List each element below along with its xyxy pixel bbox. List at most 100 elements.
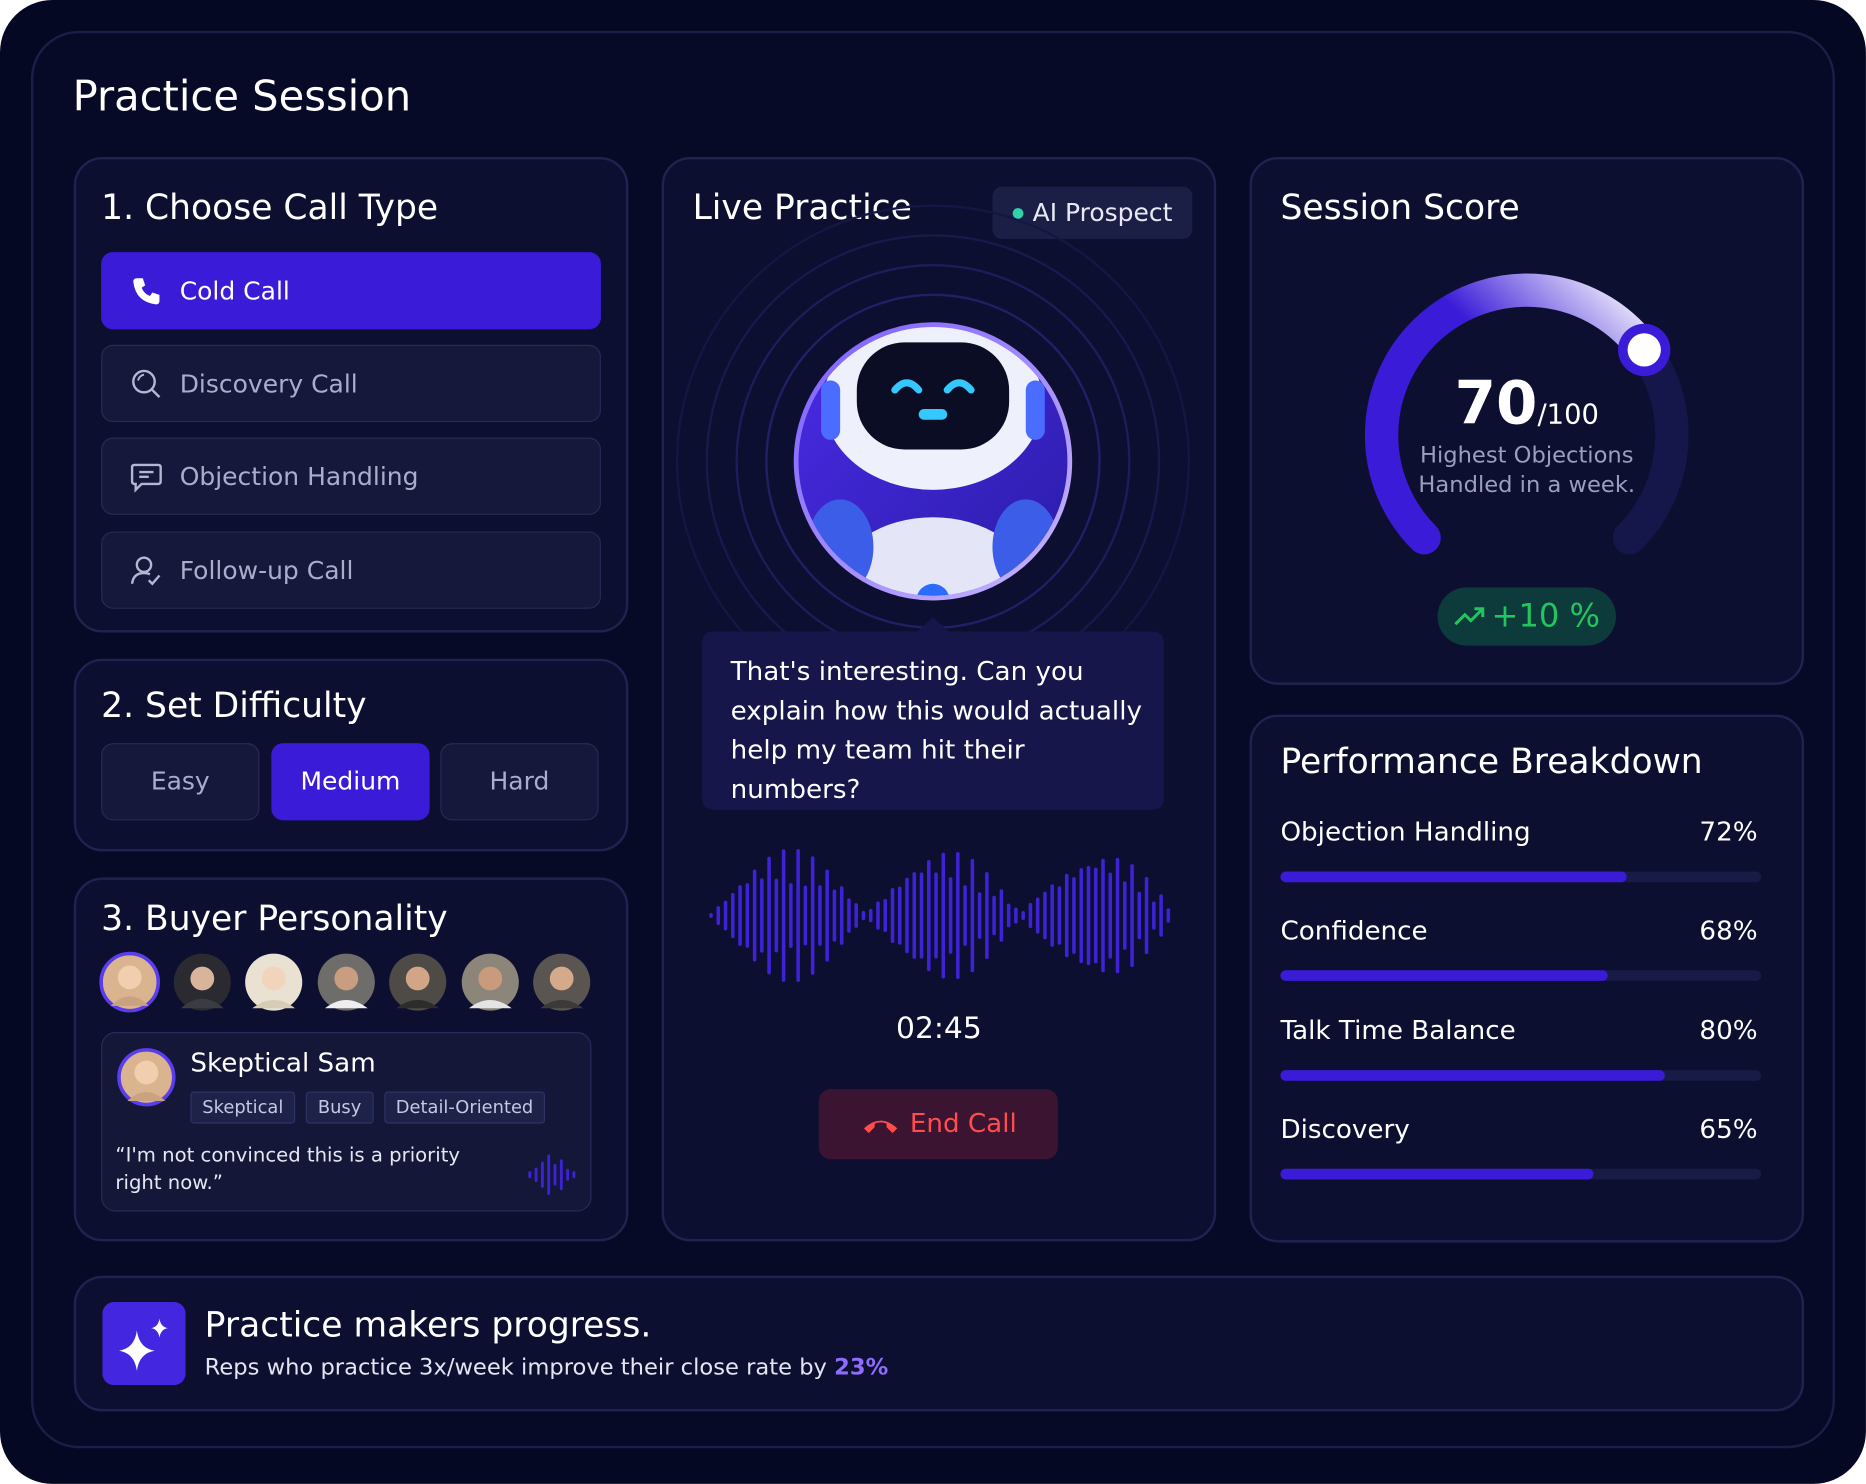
wave-bar xyxy=(572,1171,576,1179)
difficulty-option[interactable]: Easy xyxy=(101,743,260,821)
metric-label: Objection Handling xyxy=(1280,818,1531,848)
option-label: Objection Handling xyxy=(179,461,419,491)
wave-bar xyxy=(1064,873,1069,958)
wave-bar xyxy=(905,877,909,954)
wave-bar xyxy=(839,886,844,945)
option-label: Cold Call xyxy=(179,276,290,305)
wave-bar xyxy=(1152,901,1156,930)
wave-bar xyxy=(789,883,793,948)
wave-bar xyxy=(832,889,837,942)
wave-bar xyxy=(796,849,800,983)
wave-bar xyxy=(781,849,786,982)
wave-bar xyxy=(825,869,829,962)
wave-bar xyxy=(553,1164,557,1186)
wave-bar xyxy=(716,905,721,926)
card-title: 3. Buyer Personality xyxy=(101,897,448,939)
mini-waveform xyxy=(528,1154,576,1195)
option-icon xyxy=(133,277,160,304)
metric-label: Talk Time Balance xyxy=(1280,1016,1516,1046)
banner-text: Reps who practice 3x/week improve their … xyxy=(204,1354,827,1381)
wave-bar xyxy=(999,889,1004,942)
wave-bar xyxy=(760,878,764,953)
speech-bubble xyxy=(702,617,1164,810)
wave-bar xyxy=(876,901,880,930)
wave-bar xyxy=(934,872,938,959)
difficulty-option[interactable]: Medium xyxy=(271,743,430,821)
metric-bar xyxy=(1280,1069,1666,1081)
wave-bar xyxy=(1108,872,1113,959)
banner-text-row: Reps who practice 3x/week improve their … xyxy=(205,1354,889,1380)
wave-bar xyxy=(1006,903,1011,928)
call-timer: 02:45 xyxy=(896,1010,982,1046)
wave-bar xyxy=(890,887,895,944)
trend-icon xyxy=(1454,606,1485,625)
score-change: +10 % xyxy=(1437,587,1617,646)
persona-tag: Detail-Oriented xyxy=(383,1091,546,1124)
gauge-fill xyxy=(1364,273,1661,555)
wave-bar xyxy=(1123,881,1127,950)
wave-bar xyxy=(534,1167,538,1182)
wave-bar xyxy=(868,908,873,923)
banner-highlight: 23% xyxy=(834,1354,889,1381)
wave-bar xyxy=(1166,908,1171,923)
badge-text: AI Prospect xyxy=(1032,198,1173,228)
wave-bar xyxy=(566,1168,570,1181)
wave-bar xyxy=(970,858,975,973)
metric-value: 68% xyxy=(1699,917,1758,947)
metric-value: 72% xyxy=(1699,818,1758,848)
call-type-option[interactable]: Follow-up Call xyxy=(101,531,601,609)
wave-bar xyxy=(912,872,917,959)
hangup-icon xyxy=(863,1120,897,1133)
persona-tag: Busy xyxy=(305,1091,374,1124)
card-title: Live Practice xyxy=(692,186,912,228)
prospect-message: That's interesting. Can you explain how … xyxy=(730,657,1142,805)
wave-bar xyxy=(854,903,858,928)
wave-bar xyxy=(731,892,735,939)
persona-name: Skeptical Sam xyxy=(190,1048,376,1079)
difficulty-option[interactable]: Hard xyxy=(440,743,599,821)
metric-value: 65% xyxy=(1699,1115,1758,1145)
wave-bar xyxy=(1014,907,1018,924)
tip-banner xyxy=(73,1275,1805,1412)
avatars[interactable] xyxy=(99,951,591,1013)
gauge-knob-center xyxy=(1627,333,1661,367)
metric-label: Confidence xyxy=(1280,917,1428,947)
wave-bar xyxy=(941,852,946,979)
metric-bar xyxy=(1280,871,1627,883)
voice-waveform xyxy=(709,849,1171,983)
persona-tag: Skeptical xyxy=(190,1091,296,1124)
wave-bar xyxy=(847,898,851,933)
wave-bar xyxy=(1101,858,1105,973)
sparkle-icon xyxy=(102,1301,186,1386)
change-text: +10 % xyxy=(1491,598,1601,635)
wave-bar xyxy=(1159,894,1163,937)
call-type-option[interactable]: Objection Handling xyxy=(101,437,601,515)
wave-bar xyxy=(883,899,888,933)
wave-bar xyxy=(818,885,822,946)
avatar-row xyxy=(99,951,591,1013)
wave-bar xyxy=(1072,877,1076,954)
wave-bar xyxy=(1079,867,1084,964)
wave-bar xyxy=(963,885,967,946)
call-type-option[interactable]: Cold Call xyxy=(101,252,601,330)
wave-bar xyxy=(1043,891,1047,940)
score-caption: Highest Objections Handled in a week. xyxy=(1418,442,1636,499)
wave-bar xyxy=(1086,865,1091,966)
wave-bar xyxy=(810,856,815,975)
call-type-option[interactable]: Discovery Call xyxy=(101,344,601,423)
end-call-button[interactable]: End Call xyxy=(818,1089,1058,1160)
wave-bar xyxy=(1028,902,1033,929)
card-title: 2. Set Difficulty xyxy=(101,684,367,726)
wave-bar xyxy=(1057,886,1062,945)
wave-bar xyxy=(803,885,808,946)
wave-bar xyxy=(547,1154,551,1195)
option-label: Discovery Call xyxy=(179,369,358,398)
metric-label: Discovery xyxy=(1280,1115,1410,1145)
status-dot xyxy=(1012,207,1024,219)
wave-bar xyxy=(709,913,713,918)
wave-bar xyxy=(948,877,953,954)
wave-bar xyxy=(738,885,742,946)
metric-bar xyxy=(1280,970,1608,982)
